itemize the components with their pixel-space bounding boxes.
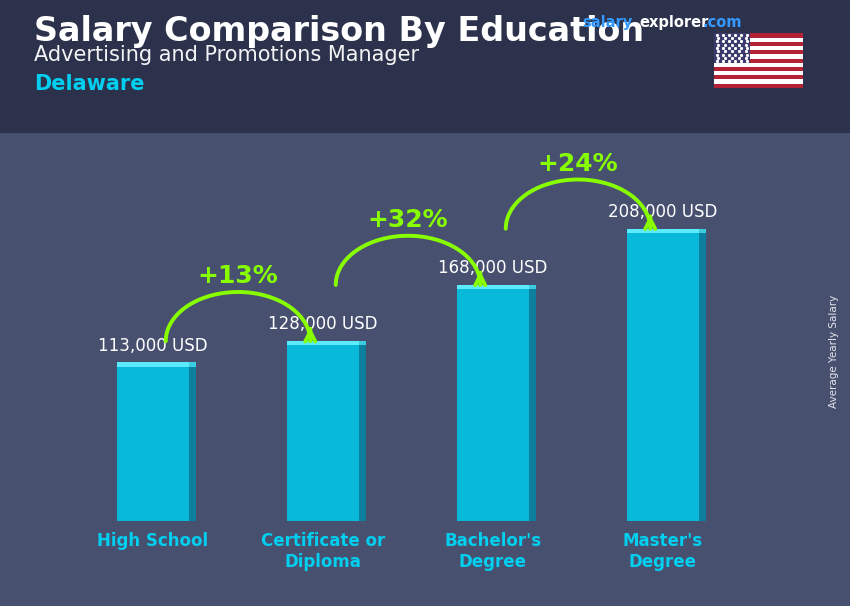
Bar — [714, 38, 803, 42]
Bar — [714, 55, 803, 59]
Bar — [529, 285, 536, 289]
Bar — [699, 228, 705, 233]
Bar — [714, 59, 803, 62]
Text: 168,000 USD: 168,000 USD — [439, 259, 547, 277]
Bar — [287, 341, 359, 345]
Bar — [117, 362, 189, 367]
Text: +32%: +32% — [368, 208, 448, 232]
Bar — [529, 285, 536, 521]
Bar — [714, 79, 803, 84]
Bar — [714, 75, 803, 79]
Bar — [627, 228, 699, 233]
Text: 208,000 USD: 208,000 USD — [609, 203, 717, 221]
Text: Salary Comparison By Education: Salary Comparison By Education — [34, 15, 644, 48]
Bar — [714, 33, 803, 38]
Text: explorer: explorer — [639, 15, 709, 30]
Bar — [714, 46, 803, 50]
Bar — [359, 341, 366, 521]
Bar — [714, 84, 803, 88]
Bar — [699, 228, 705, 521]
Bar — [714, 50, 803, 55]
Bar — [457, 285, 529, 289]
Text: Delaware: Delaware — [34, 74, 144, 94]
Bar — [714, 62, 803, 67]
Bar — [714, 67, 803, 71]
Text: salary: salary — [582, 15, 632, 30]
Text: Advertising and Promotions Manager: Advertising and Promotions Manager — [34, 45, 419, 65]
Bar — [627, 228, 699, 521]
Bar — [457, 285, 529, 521]
Bar — [287, 341, 359, 521]
Text: .com: .com — [703, 15, 742, 30]
Bar — [189, 362, 196, 521]
Bar — [714, 71, 803, 75]
Text: 113,000 USD: 113,000 USD — [99, 336, 207, 355]
Text: +13%: +13% — [197, 264, 278, 288]
Bar — [714, 33, 750, 62]
Text: 128,000 USD: 128,000 USD — [269, 316, 377, 333]
Bar — [117, 362, 189, 521]
Text: Average Yearly Salary: Average Yearly Salary — [829, 295, 839, 408]
Text: +24%: +24% — [538, 152, 618, 176]
Bar — [359, 341, 366, 345]
Bar — [714, 42, 803, 46]
Bar — [189, 362, 196, 367]
